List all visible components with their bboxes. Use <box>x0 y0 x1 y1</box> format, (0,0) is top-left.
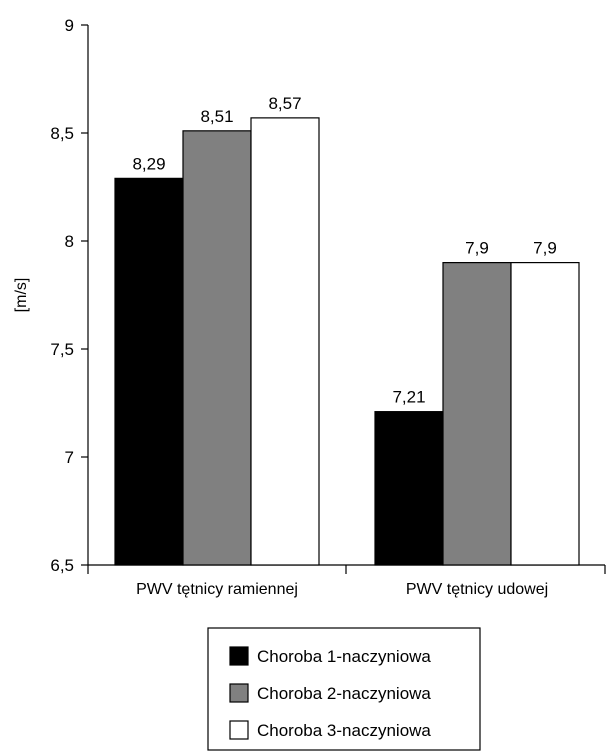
data-label: 7,21 <box>392 388 425 407</box>
bar <box>510 262 580 566</box>
y-tick-label: 8,5 <box>50 124 74 143</box>
legend-swatch <box>229 720 249 740</box>
y-tick-label: 6,5 <box>50 556 74 575</box>
data-label: 7,9 <box>465 239 489 258</box>
legend-label: Choroba 3-naczyniowa <box>257 721 431 740</box>
x-tick-label: PWV tętnicy udowej <box>406 581 548 598</box>
bar <box>182 130 252 566</box>
data-label: 8,51 <box>200 107 233 126</box>
bar <box>250 117 320 566</box>
y-tick-label: 7 <box>65 448 74 467</box>
bar <box>114 177 184 566</box>
y-tick-label: 7,5 <box>50 340 74 359</box>
y-tick-label: 9 <box>65 16 74 35</box>
x-tick-label: PWV tętnicy ramiennej <box>136 581 298 598</box>
data-label: 8,57 <box>268 94 301 113</box>
y-axis-title: [m/s] <box>13 278 30 313</box>
data-label: 7,9 <box>533 239 557 258</box>
legend-box <box>207 627 481 751</box>
bar <box>374 411 444 566</box>
bar <box>442 262 512 566</box>
legend-swatch <box>229 646 249 666</box>
legend-label: Choroba 1-naczyniowa <box>257 647 431 666</box>
legend: Choroba 1-naczyniowa Choroba 2-naczyniowa… <box>207 627 481 751</box>
legend-swatch <box>229 683 249 703</box>
legend-label: Choroba 2-naczyniowa <box>257 684 431 703</box>
data-label: 8,29 <box>132 154 165 173</box>
y-tick-label: 8 <box>65 232 74 251</box>
plot-area: 6,5 7 7,5 8 8,5 9 8,29 8,51 8,57 PWV tętnicy rami… <box>50 16 606 598</box>
